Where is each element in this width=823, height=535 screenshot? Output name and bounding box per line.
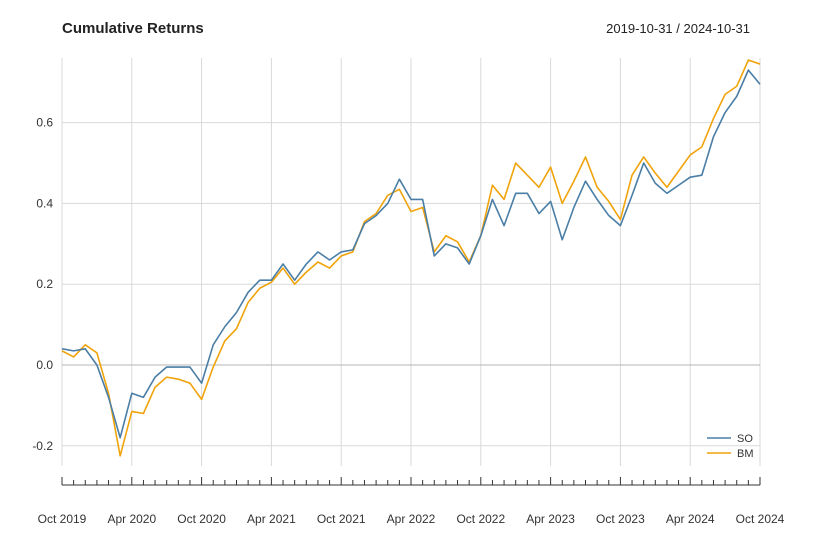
series-line-so	[61, 69, 761, 439]
legend: SO BM	[707, 433, 754, 460]
x-tick-label: Apr 2022	[387, 512, 436, 526]
date-range-label: 2019-10-31 / 2024-10-31	[606, 21, 750, 36]
y-tick-label: 0.4	[36, 196, 53, 210]
x-axis	[61, 477, 761, 486]
series-line-bm	[61, 59, 761, 457]
x-tick-label: Oct 2024	[736, 512, 785, 526]
x-tick-label: Apr 2024	[666, 512, 715, 526]
legend-label-bm: BM	[737, 448, 754, 460]
horizontal-gridlines	[62, 122, 760, 447]
y-axis-tick-labels: -0.2 0.0 0.2 0.4 0.6	[32, 116, 53, 453]
y-tick-label: -0.2	[32, 439, 53, 453]
chart-title: Cumulative Returns	[62, 20, 204, 37]
x-tick-label: Apr 2023	[526, 512, 575, 526]
y-tick-label: 0.6	[36, 116, 53, 130]
x-tick-label: Oct 2019	[38, 512, 87, 526]
x-tick-label: Apr 2020	[107, 512, 156, 526]
x-tick-label: Oct 2023	[596, 512, 645, 526]
x-axis-tick-labels: Oct 2019 Apr 2020 Oct 2020 Apr 2021 Oct 2021…	[38, 512, 785, 526]
x-tick-label: Oct 2021	[317, 512, 366, 526]
vertical-gridlines	[61, 58, 761, 466]
legend-label-so: SO	[737, 433, 753, 445]
x-tick-label: Oct 2020	[177, 512, 226, 526]
x-tick-label: Apr 2021	[247, 512, 296, 526]
y-tick-label: 0.2	[36, 277, 53, 291]
x-tick-label: Oct 2022	[456, 512, 505, 526]
series-lines	[61, 59, 761, 457]
y-tick-label: 0.0	[36, 358, 53, 372]
